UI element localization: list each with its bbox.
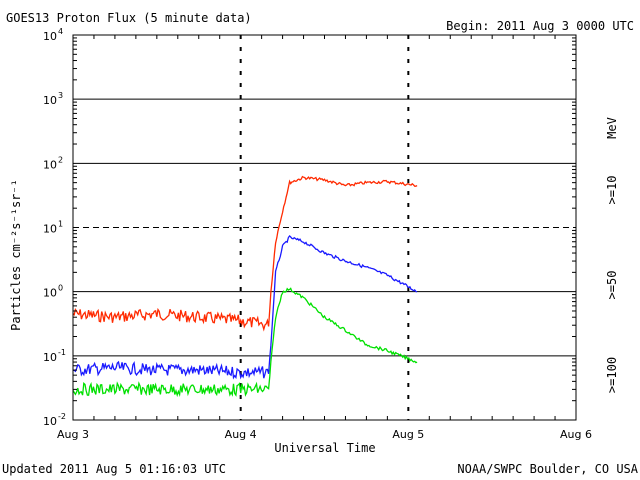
series-line-2 xyxy=(72,235,418,380)
y-tick-exponent: 2 xyxy=(58,155,63,164)
x-tick-label: Aug 3 xyxy=(57,428,89,441)
y-tick-label: 10 xyxy=(43,94,57,107)
x-tick-label: Aug 4 xyxy=(225,428,257,441)
x-tick-label: Aug 5 xyxy=(392,428,424,441)
legend-label-2: >=50 xyxy=(605,271,619,300)
y-tick-exponent: -2 xyxy=(58,412,66,421)
y-tick-exponent: 1 xyxy=(58,220,63,229)
legend-label-1: >=10 xyxy=(605,176,619,205)
y-tick-exponent: 0 xyxy=(58,284,63,293)
series-line-3 xyxy=(72,287,418,398)
x-tick-label: Aug 6 xyxy=(560,428,592,441)
y-tick-exponent: 3 xyxy=(58,91,63,100)
y-tick-label: 10 xyxy=(43,287,57,300)
legend: >=10 >=50 >=100 MeV xyxy=(605,117,619,393)
chart-title: GOES13 Proton Flux (5 minute data) xyxy=(6,11,252,25)
y-axis-label: Particles cm⁻²s⁻¹sr⁻¹ xyxy=(9,179,23,331)
legend-label-3: >=100 xyxy=(605,357,619,393)
credit-text: NOAA/SWPC Boulder, CO USA xyxy=(457,462,638,476)
y-tick-label: 10 xyxy=(43,158,57,171)
y-tick-label: 10 xyxy=(43,351,57,364)
y-tick-label: 10 xyxy=(43,30,57,43)
y-tick-exponent: -1 xyxy=(58,348,66,357)
x-axis-label: Universal Time xyxy=(274,441,375,455)
y-tick-label: 10 xyxy=(43,415,57,428)
legend-unit: MeV xyxy=(605,117,619,139)
y-tick-label: 10 xyxy=(43,223,57,236)
y-tick-exponent: 4 xyxy=(58,27,63,36)
begin-date: Begin: 2011 Aug 3 0000 UTC xyxy=(446,19,634,33)
series-line-1 xyxy=(72,175,418,332)
grid xyxy=(73,35,576,420)
updated-timestamp: Updated 2011 Aug 5 01:16:03 UTC xyxy=(2,462,226,476)
series-group xyxy=(72,175,418,398)
